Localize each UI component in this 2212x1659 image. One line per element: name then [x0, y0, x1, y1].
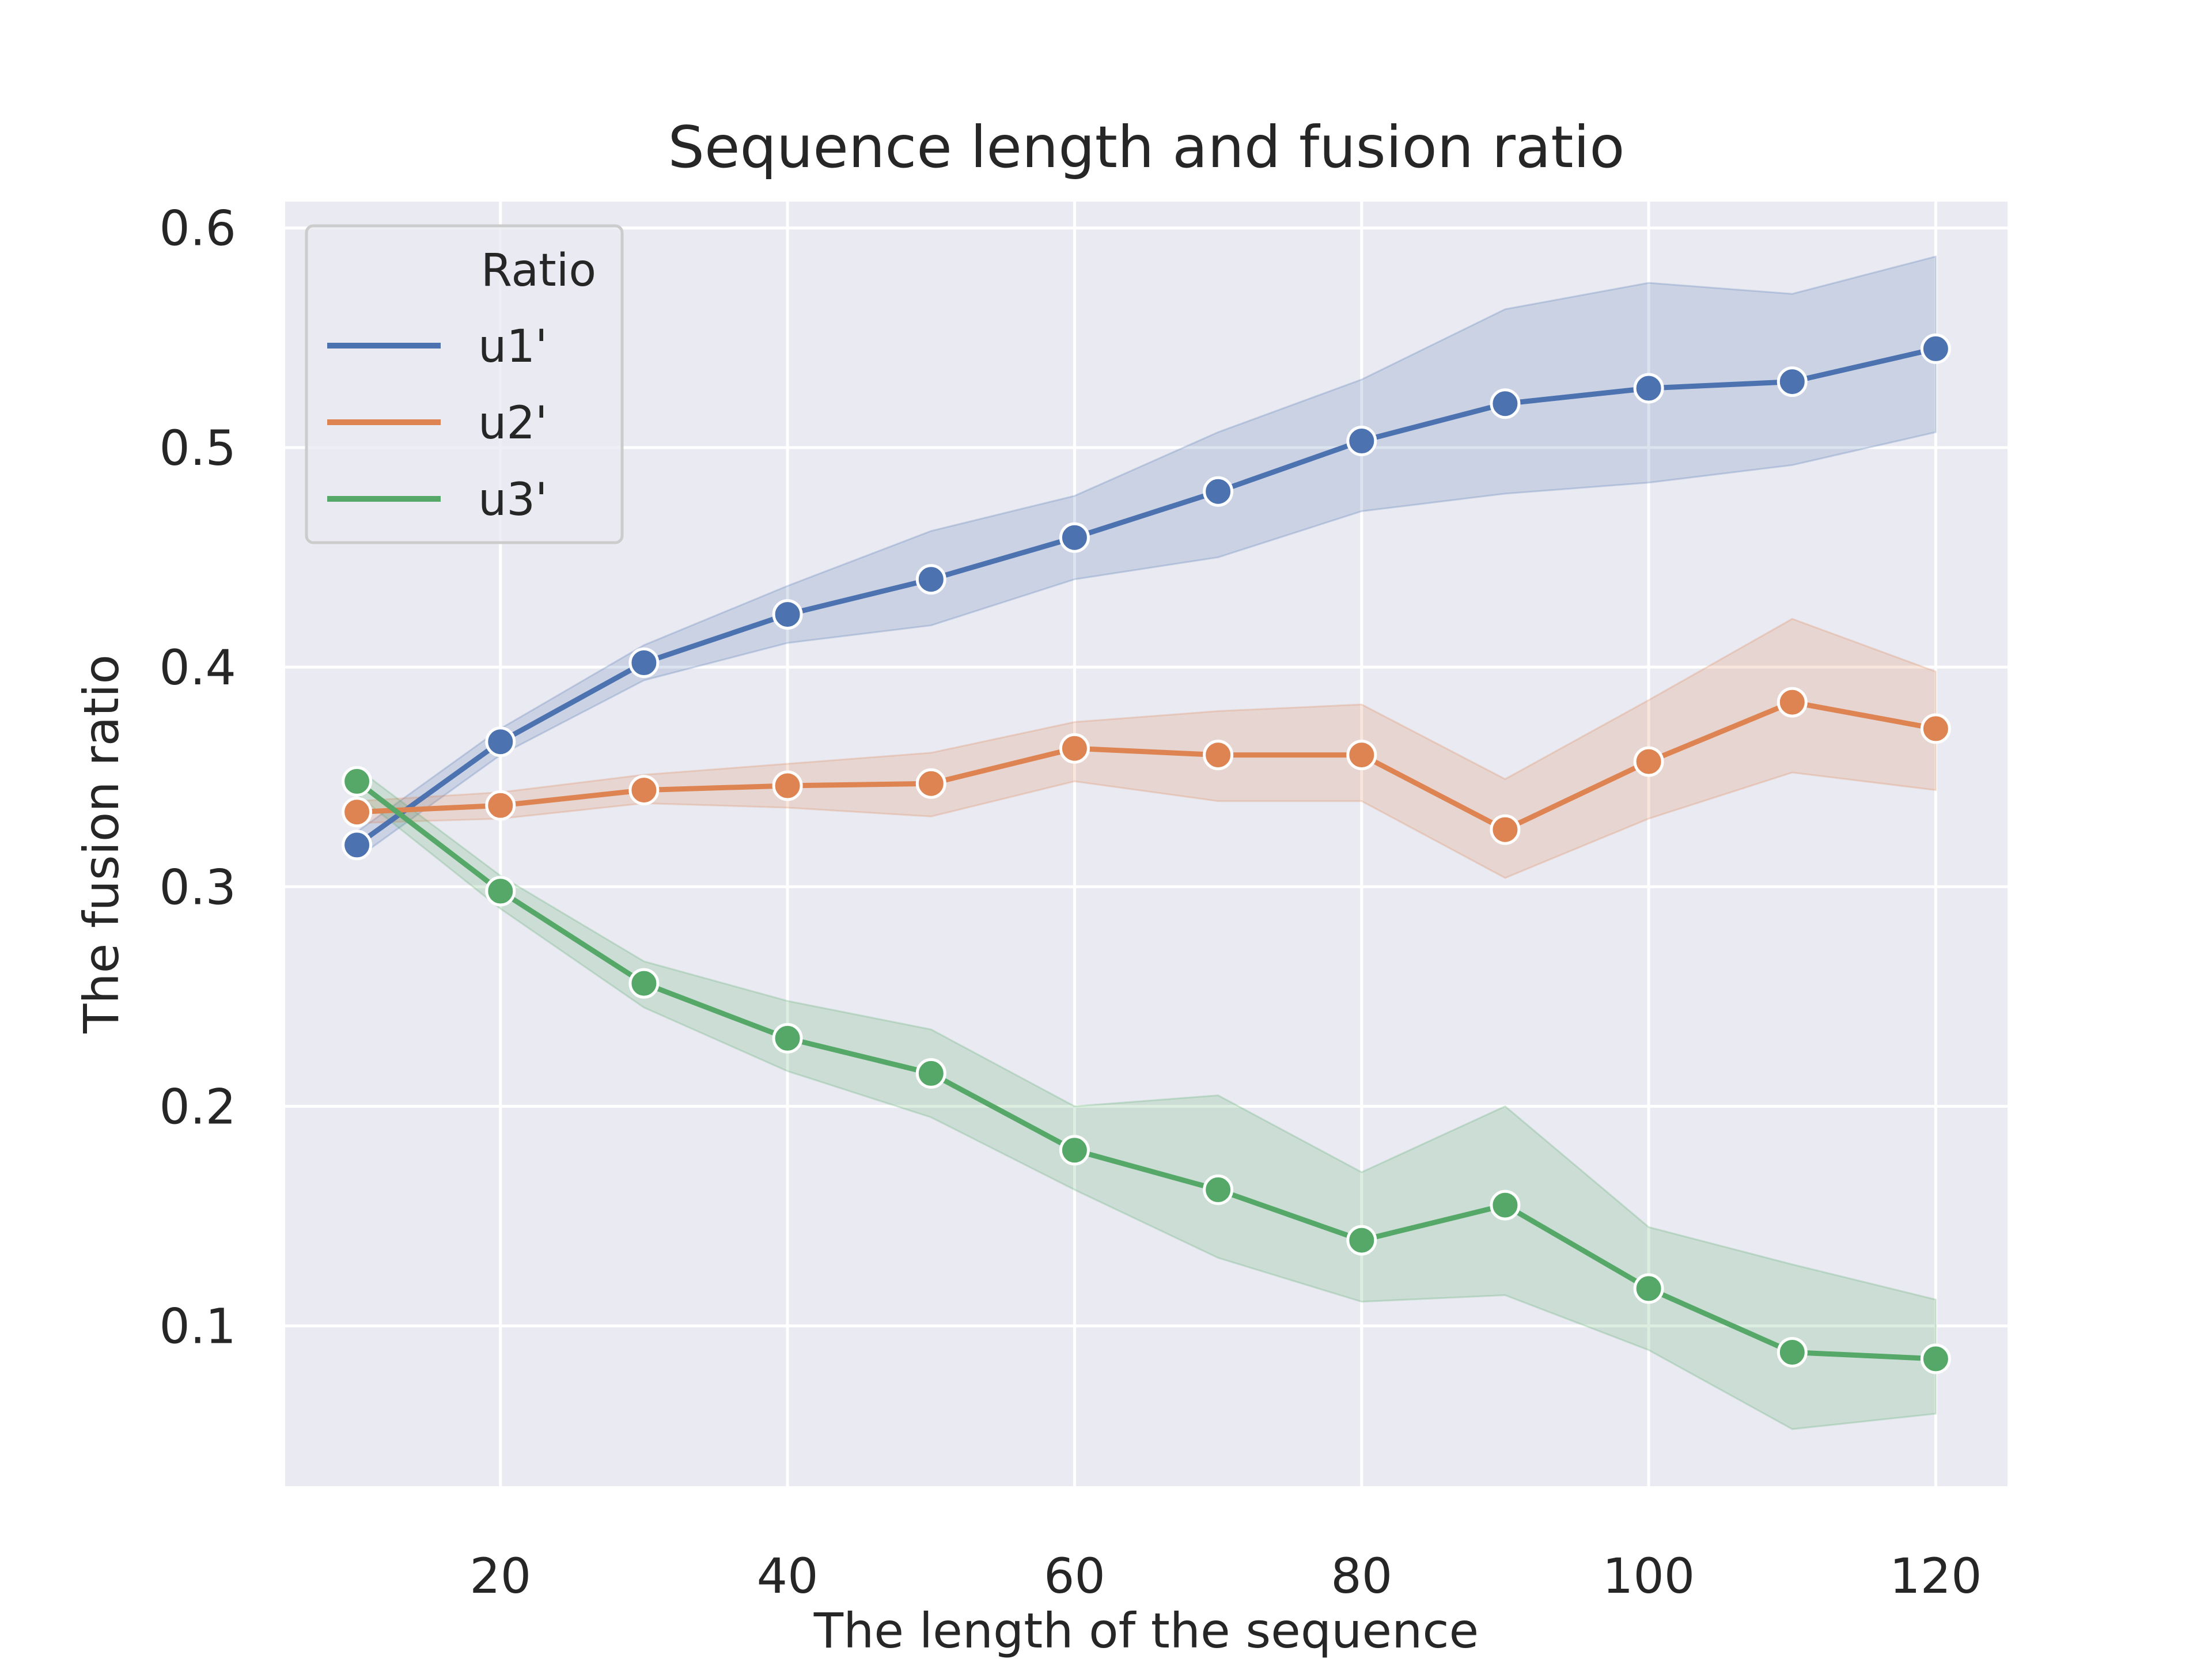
- y-axis-ticks: 0.1 0.2 0.3 0.4 0.5 0.6: [159, 200, 236, 1355]
- data-point: [485, 790, 516, 821]
- data-point: [772, 770, 803, 801]
- series-lines: [354, 346, 1938, 1362]
- data-point: [1203, 1174, 1234, 1205]
- data-point: [1346, 426, 1377, 456]
- y-tick-label: 0.1: [159, 1298, 236, 1355]
- x-tick-label: 40: [757, 1548, 819, 1604]
- grid-lines: [285, 202, 2008, 1486]
- data-point: [1633, 746, 1664, 777]
- y-axis-label: The fusion ratio: [73, 654, 130, 1034]
- legend: Ratio u1' u2' u3': [305, 224, 624, 544]
- x-tick-label: 100: [1603, 1548, 1695, 1604]
- data-point: [628, 647, 660, 678]
- x-tick-label: 80: [1331, 1548, 1392, 1604]
- data-point: [772, 1022, 803, 1054]
- x-tick-label: 120: [1889, 1548, 1982, 1604]
- legend-title: Ratio: [481, 245, 596, 297]
- data-point: [1777, 366, 1808, 397]
- data-point: [342, 830, 373, 861]
- confidence-band-3: [356, 766, 1937, 1430]
- data-point: [1920, 333, 1951, 364]
- data-point: [1490, 814, 1521, 845]
- data-point: [1059, 1135, 1090, 1166]
- y-tick-label: 0.3: [159, 859, 236, 915]
- data-point: [1203, 740, 1234, 771]
- legend-label: u1': [478, 321, 548, 373]
- series-line-2: [354, 699, 1938, 832]
- x-tick-label: 60: [1044, 1548, 1105, 1604]
- data-point: [342, 797, 373, 828]
- data-point: [1633, 1273, 1664, 1304]
- data-point: [628, 775, 660, 806]
- data-point: [1346, 740, 1377, 771]
- legend-label: u2': [478, 397, 548, 449]
- series-line-1: [354, 346, 1938, 848]
- confidence-band-1: [356, 255, 1937, 860]
- series-markers: [342, 333, 1951, 1374]
- data-point: [1920, 1343, 1951, 1374]
- data-point: [1490, 1190, 1521, 1221]
- y-tick-label: 0.6: [159, 200, 236, 257]
- data-point: [485, 726, 516, 757]
- y-tick-label: 0.5: [159, 420, 236, 476]
- data-point: [628, 968, 660, 999]
- legend-box: [305, 224, 624, 544]
- data-point: [1203, 476, 1234, 507]
- y-tick-label: 0.4: [159, 639, 236, 696]
- data-point: [1920, 713, 1951, 744]
- chart-title: Sequence length and fusion ratio: [668, 113, 1625, 181]
- x-axis-ticks: 20 40 60 80 100 120: [469, 1548, 1982, 1604]
- data-point: [1633, 373, 1664, 404]
- data-point: [1777, 687, 1808, 718]
- data-point: [915, 768, 946, 799]
- data-point: [485, 876, 516, 907]
- data-point: [772, 599, 803, 630]
- series-line-3: [354, 778, 1938, 1362]
- data-point: [1346, 1225, 1377, 1256]
- data-point: [1777, 1337, 1808, 1368]
- data-point: [1059, 733, 1090, 764]
- data-point: [915, 1058, 946, 1089]
- legend-label: u3': [478, 474, 548, 526]
- data-point: [1490, 388, 1521, 419]
- data-point: [915, 564, 946, 595]
- x-tick-label: 20: [469, 1548, 531, 1604]
- x-axis-label: The length of the sequence: [813, 1603, 1479, 1659]
- y-tick-label: 0.2: [159, 1079, 236, 1135]
- data-point: [342, 766, 373, 797]
- data-point: [1059, 522, 1090, 553]
